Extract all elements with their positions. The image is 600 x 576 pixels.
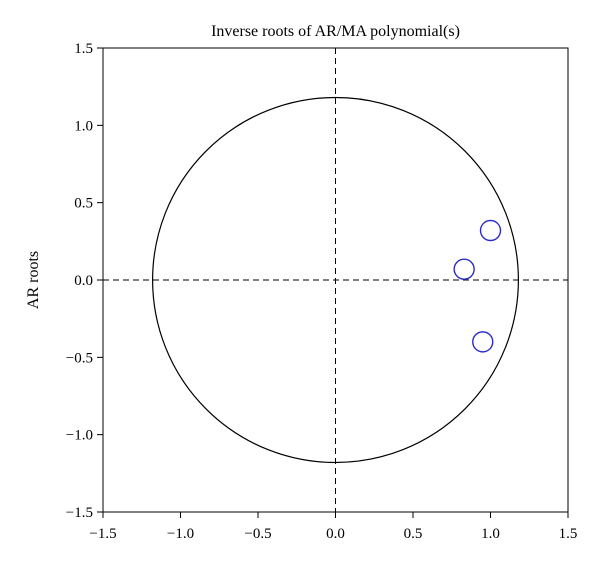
chart-title: Inverse roots of AR/MA polynomial(s): [211, 23, 460, 40]
x-tick-label: 1.0: [481, 526, 500, 542]
ar-root-point: [453, 258, 475, 280]
y-tick-label: 0.0: [74, 273, 93, 289]
y-axis-ticks: 1.5 1.0 0.5 0.0 −0.5 −1.0 −1.5: [66, 41, 103, 521]
y-axis-label: AR roots: [25, 251, 42, 309]
y-tick-label: −1.5: [66, 505, 93, 521]
x-tick-label: −1.5: [89, 526, 116, 542]
y-tick-label: −1.0: [66, 428, 93, 444]
x-tick-label: 0.5: [404, 526, 423, 542]
root-markers: [453, 219, 502, 353]
x-tick-label: 1.5: [559, 526, 578, 542]
x-axis-ticks: −1.5 −1.0 −0.5 0.0 0.5 1.0 1.5: [89, 512, 577, 542]
ar-root-point: [472, 331, 494, 353]
y-tick-label: 1.5: [74, 41, 93, 57]
x-tick-label: −1.0: [167, 526, 194, 542]
unit-circle: [152, 96, 519, 464]
y-tick-label: 0.5: [74, 196, 93, 212]
ar-root-point: [479, 219, 502, 242]
y-tick-label: −0.5: [66, 350, 93, 366]
x-tick-label: −0.5: [244, 526, 271, 542]
x-tick-label: 0.0: [326, 526, 345, 542]
plot-area: [102, 47, 569, 513]
y-tick-label: 1.0: [74, 118, 93, 134]
